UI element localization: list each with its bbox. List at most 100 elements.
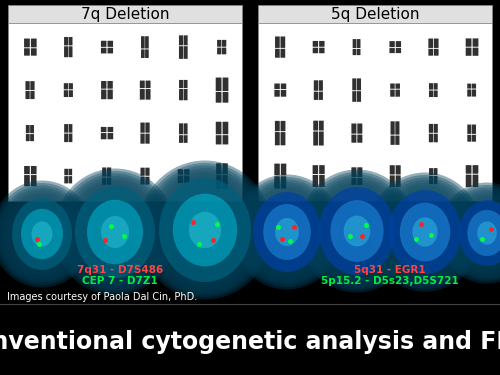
FancyBboxPatch shape [390,165,395,174]
FancyBboxPatch shape [24,175,30,186]
FancyBboxPatch shape [280,132,285,146]
FancyBboxPatch shape [396,135,400,145]
FancyBboxPatch shape [184,176,190,183]
FancyBboxPatch shape [184,80,188,88]
FancyBboxPatch shape [222,175,228,189]
FancyBboxPatch shape [141,50,144,58]
FancyBboxPatch shape [64,169,68,175]
FancyBboxPatch shape [467,90,471,97]
FancyBboxPatch shape [217,40,222,47]
FancyBboxPatch shape [217,48,222,54]
FancyBboxPatch shape [396,165,400,174]
Ellipse shape [389,190,461,274]
Ellipse shape [301,172,413,290]
Ellipse shape [456,198,500,268]
FancyBboxPatch shape [30,81,34,90]
FancyBboxPatch shape [26,81,30,90]
FancyBboxPatch shape [312,41,318,47]
FancyBboxPatch shape [472,165,478,174]
FancyBboxPatch shape [141,36,144,48]
FancyBboxPatch shape [352,91,356,102]
FancyBboxPatch shape [428,39,433,48]
Ellipse shape [386,188,464,276]
FancyBboxPatch shape [428,49,433,55]
FancyBboxPatch shape [64,176,68,183]
Ellipse shape [6,193,78,275]
FancyBboxPatch shape [434,49,438,55]
FancyBboxPatch shape [472,90,476,97]
Bar [258,23,492,201]
FancyBboxPatch shape [146,123,150,133]
FancyBboxPatch shape [390,48,395,53]
FancyBboxPatch shape [472,124,476,134]
FancyBboxPatch shape [108,90,113,99]
FancyBboxPatch shape [108,133,113,139]
FancyBboxPatch shape [466,38,471,47]
FancyBboxPatch shape [108,127,113,132]
FancyBboxPatch shape [319,48,324,53]
FancyBboxPatch shape [140,81,145,88]
Ellipse shape [21,209,63,259]
Ellipse shape [412,217,438,247]
FancyBboxPatch shape [146,134,150,144]
FancyBboxPatch shape [472,48,478,56]
FancyBboxPatch shape [312,165,318,174]
Ellipse shape [147,168,263,292]
FancyBboxPatch shape [68,46,72,57]
FancyBboxPatch shape [312,48,318,53]
FancyBboxPatch shape [352,49,356,55]
Text: 5q31 - EGR1: 5q31 - EGR1 [354,265,426,275]
FancyBboxPatch shape [184,169,190,175]
Ellipse shape [247,187,327,277]
FancyBboxPatch shape [68,83,73,89]
FancyBboxPatch shape [101,48,106,54]
FancyBboxPatch shape [146,89,150,100]
FancyBboxPatch shape [396,41,401,47]
FancyBboxPatch shape [146,168,150,176]
FancyBboxPatch shape [466,175,471,187]
FancyBboxPatch shape [30,125,34,133]
FancyBboxPatch shape [429,90,433,97]
FancyBboxPatch shape [434,39,438,48]
FancyBboxPatch shape [280,49,285,58]
Ellipse shape [374,177,476,286]
FancyBboxPatch shape [352,178,356,185]
FancyBboxPatch shape [222,92,228,103]
Text: CEP 7 - D7Z1: CEP 7 - D7Z1 [82,276,158,286]
Ellipse shape [0,183,90,285]
FancyBboxPatch shape [396,84,400,89]
FancyBboxPatch shape [312,175,318,187]
FancyBboxPatch shape [281,164,286,176]
FancyBboxPatch shape [390,41,395,47]
FancyBboxPatch shape [275,121,280,131]
FancyBboxPatch shape [179,80,183,88]
Ellipse shape [60,174,170,291]
FancyBboxPatch shape [434,134,438,142]
FancyBboxPatch shape [429,83,433,90]
Ellipse shape [313,182,401,280]
Ellipse shape [189,212,221,248]
FancyBboxPatch shape [319,121,324,130]
FancyBboxPatch shape [274,90,280,97]
FancyBboxPatch shape [216,92,222,103]
FancyBboxPatch shape [434,176,438,184]
Text: 5q Deletion: 5q Deletion [331,6,419,21]
FancyBboxPatch shape [64,46,68,57]
FancyBboxPatch shape [429,176,433,184]
FancyBboxPatch shape [222,163,228,174]
FancyBboxPatch shape [396,176,400,187]
Text: Images courtesy of Paola Dal Cin, PhD.: Images courtesy of Paola Dal Cin, PhD. [7,292,197,302]
Ellipse shape [144,165,266,294]
FancyBboxPatch shape [102,168,106,177]
FancyBboxPatch shape [140,134,144,144]
Ellipse shape [263,204,311,260]
FancyBboxPatch shape [472,84,476,88]
FancyBboxPatch shape [429,134,433,142]
Ellipse shape [66,178,164,285]
Text: 7q31 - D7S486: 7q31 - D7S486 [77,265,163,275]
FancyBboxPatch shape [429,124,433,133]
FancyBboxPatch shape [390,176,395,187]
Bar [8,23,242,201]
FancyBboxPatch shape [222,78,228,91]
Ellipse shape [316,184,398,278]
